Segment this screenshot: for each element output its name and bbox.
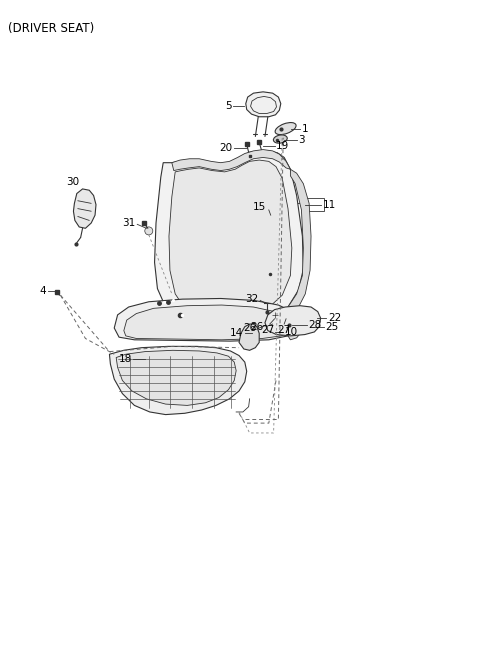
Circle shape xyxy=(205,352,212,359)
Circle shape xyxy=(149,351,156,358)
Text: 27: 27 xyxy=(261,325,275,335)
Text: 1: 1 xyxy=(301,123,308,134)
Circle shape xyxy=(213,351,219,358)
Circle shape xyxy=(273,316,282,327)
Text: 31: 31 xyxy=(122,218,135,228)
Text: 32: 32 xyxy=(245,294,258,304)
Text: (DRIVER SEAT): (DRIVER SEAT) xyxy=(8,22,94,35)
Text: 25: 25 xyxy=(325,321,339,332)
Text: 15: 15 xyxy=(253,201,266,212)
Polygon shape xyxy=(169,160,292,319)
Polygon shape xyxy=(155,151,303,329)
Polygon shape xyxy=(73,189,96,228)
Text: 3: 3 xyxy=(298,134,305,145)
Circle shape xyxy=(284,315,294,325)
Text: 28: 28 xyxy=(309,320,322,331)
Text: 14: 14 xyxy=(230,328,243,338)
Text: 11: 11 xyxy=(323,199,336,210)
Text: 19: 19 xyxy=(276,140,289,151)
Polygon shape xyxy=(239,324,259,350)
Text: 30: 30 xyxy=(66,177,80,187)
Polygon shape xyxy=(109,346,247,415)
Circle shape xyxy=(145,227,153,235)
Bar xyxy=(268,203,304,235)
Polygon shape xyxy=(288,312,303,340)
Circle shape xyxy=(281,310,291,320)
Text: 27: 27 xyxy=(277,325,291,335)
Ellipse shape xyxy=(274,135,287,143)
Text: 5: 5 xyxy=(225,101,231,112)
Polygon shape xyxy=(172,150,290,171)
Text: 26: 26 xyxy=(243,323,257,333)
Circle shape xyxy=(142,354,148,361)
Circle shape xyxy=(270,310,279,320)
Circle shape xyxy=(297,314,306,325)
Bar xyxy=(305,198,324,211)
Polygon shape xyxy=(246,92,281,117)
Polygon shape xyxy=(288,169,311,315)
Text: 10: 10 xyxy=(285,327,298,337)
Text: 20: 20 xyxy=(220,142,233,153)
Polygon shape xyxy=(116,350,236,405)
Polygon shape xyxy=(124,305,292,340)
Polygon shape xyxy=(114,298,299,341)
Ellipse shape xyxy=(275,123,296,134)
Text: 22: 22 xyxy=(328,312,341,323)
Text: 26: 26 xyxy=(250,321,264,332)
Text: 18: 18 xyxy=(119,354,132,365)
Text: 4: 4 xyxy=(40,286,47,297)
Polygon shape xyxy=(265,306,321,336)
